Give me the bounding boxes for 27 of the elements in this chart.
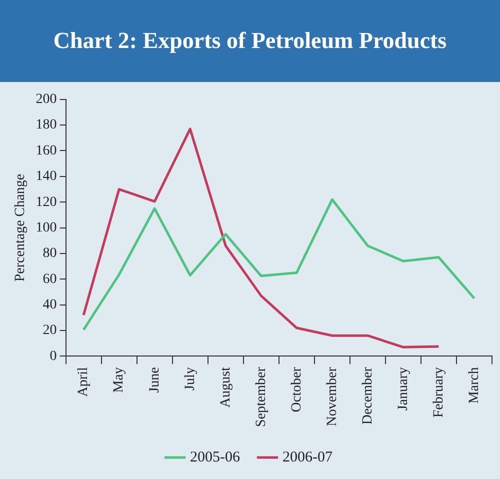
x-tick-label: February bbox=[431, 367, 446, 418]
chart-title: Chart 2: Exports of Petroleum Products bbox=[52, 28, 448, 54]
y-tick-label: 80 bbox=[42, 246, 57, 262]
x-tick-label: May bbox=[112, 367, 127, 393]
y-tick-label: 180 bbox=[36, 118, 57, 133]
legend-label: 2006-07 bbox=[282, 449, 333, 466]
x-tick-label: November bbox=[324, 366, 340, 426]
y-tick-label: 40 bbox=[42, 297, 57, 312]
y-tick-label: 160 bbox=[36, 143, 57, 158]
x-tick-label: January bbox=[396, 367, 411, 411]
y-tick-label: 140 bbox=[36, 169, 57, 184]
y-tick-label: 0 bbox=[50, 348, 57, 364]
y-axis-title: Percentage Change bbox=[13, 174, 28, 282]
x-tick-label: October bbox=[289, 366, 304, 412]
y-tick-label: 200 bbox=[36, 92, 57, 108]
y-tick-label: 120 bbox=[36, 194, 57, 210]
y-tick-label: 60 bbox=[42, 272, 57, 287]
x-tick-label: April bbox=[76, 367, 92, 397]
x-tick-label: September bbox=[254, 366, 269, 428]
x-tick-label: December bbox=[360, 366, 376, 425]
legend-label: 2005-06 bbox=[190, 449, 240, 466]
x-tick-label: July bbox=[182, 367, 198, 390]
x-tick-label: August bbox=[218, 367, 234, 408]
y-tick-label: 20 bbox=[42, 323, 57, 338]
x-tick-label: June bbox=[147, 367, 162, 393]
x-tick-label: March bbox=[466, 367, 482, 404]
y-tick-label: 100 bbox=[36, 220, 57, 236]
